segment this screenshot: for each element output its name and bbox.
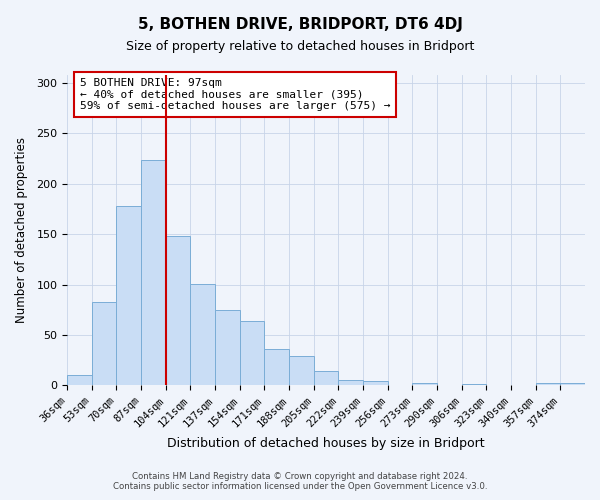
Bar xyxy=(314,371,338,386)
Bar xyxy=(265,349,289,386)
Y-axis label: Number of detached properties: Number of detached properties xyxy=(15,137,28,323)
Bar xyxy=(560,384,585,386)
Text: 5 BOTHEN DRIVE: 97sqm
← 40% of detached houses are smaller (395)
59% of semi-det: 5 BOTHEN DRIVE: 97sqm ← 40% of detached … xyxy=(80,78,390,111)
Text: Contains HM Land Registry data © Crown copyright and database right 2024.: Contains HM Land Registry data © Crown c… xyxy=(132,472,468,481)
Bar xyxy=(462,384,487,386)
Bar xyxy=(412,384,437,386)
Bar xyxy=(92,302,116,386)
X-axis label: Distribution of detached houses by size in Bridport: Distribution of detached houses by size … xyxy=(167,437,485,450)
Text: 5, BOTHEN DRIVE, BRIDPORT, DT6 4DJ: 5, BOTHEN DRIVE, BRIDPORT, DT6 4DJ xyxy=(137,18,463,32)
Text: Contains public sector information licensed under the Open Government Licence v3: Contains public sector information licen… xyxy=(113,482,487,491)
Bar xyxy=(116,206,141,386)
Bar xyxy=(141,160,166,386)
Bar xyxy=(289,356,314,386)
Text: Size of property relative to detached houses in Bridport: Size of property relative to detached ho… xyxy=(126,40,474,53)
Bar xyxy=(190,284,215,386)
Bar xyxy=(536,384,560,386)
Bar xyxy=(240,321,265,386)
Bar xyxy=(338,380,363,386)
Bar xyxy=(363,382,388,386)
Bar xyxy=(215,310,240,386)
Bar xyxy=(67,376,92,386)
Bar xyxy=(166,236,190,386)
